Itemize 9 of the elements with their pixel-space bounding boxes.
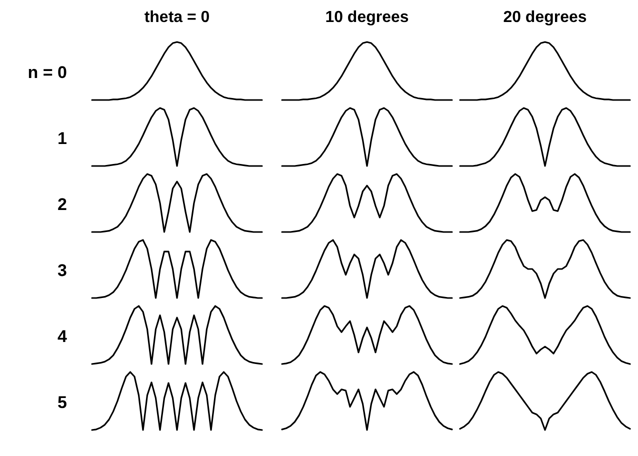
chart-title: theta = 0 — [144, 9, 210, 26]
y-axis-title: n = 0 — [28, 63, 67, 82]
y-axis-title: 3 — [58, 261, 67, 280]
y-axis-title: 2 — [58, 195, 67, 214]
chart-title: 10 degrees — [325, 9, 409, 26]
y-axis-title: 5 — [58, 393, 67, 412]
y-axis-title: 1 — [58, 129, 67, 148]
chart-title: 20 degrees — [503, 9, 587, 26]
y-axis-title: 4 — [58, 327, 68, 346]
